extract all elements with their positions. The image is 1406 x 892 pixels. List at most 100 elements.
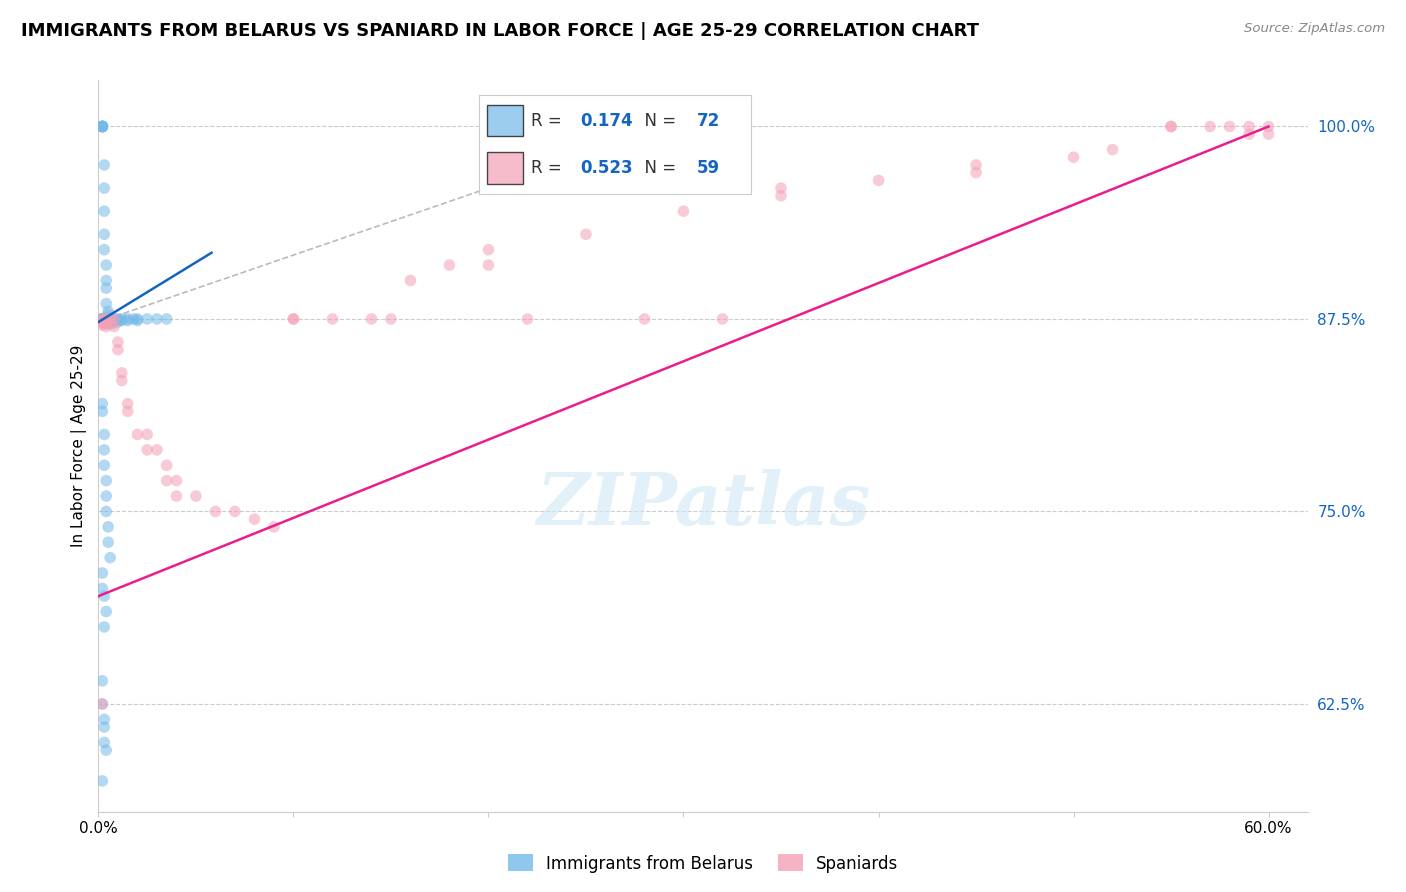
Point xyxy=(96,258,118,272)
Point xyxy=(111,313,134,327)
Point xyxy=(91,312,114,326)
Point xyxy=(146,312,169,326)
Point xyxy=(96,312,118,326)
Text: ZIPatlas: ZIPatlas xyxy=(536,469,870,540)
Point xyxy=(263,520,285,534)
Point xyxy=(91,120,114,134)
Point xyxy=(103,313,125,327)
Point xyxy=(96,296,118,310)
Point xyxy=(117,312,139,326)
Point xyxy=(103,312,125,326)
Point xyxy=(97,313,120,327)
Point xyxy=(477,258,499,272)
Point xyxy=(117,313,139,327)
Point xyxy=(117,404,139,418)
Point xyxy=(965,158,987,172)
Point xyxy=(91,312,114,326)
Point xyxy=(91,697,114,711)
Point xyxy=(96,743,118,757)
Point xyxy=(156,474,179,488)
Point xyxy=(93,243,115,257)
Point xyxy=(96,281,118,295)
Point xyxy=(93,620,115,634)
Point xyxy=(1257,127,1279,141)
Point xyxy=(96,474,118,488)
Point xyxy=(575,227,598,242)
Point xyxy=(103,312,125,326)
Point xyxy=(96,489,118,503)
Point xyxy=(165,489,187,503)
Point xyxy=(91,120,114,134)
Point xyxy=(127,313,149,327)
Point xyxy=(96,605,118,619)
Point xyxy=(98,312,121,326)
Point xyxy=(1063,150,1085,164)
Point xyxy=(93,720,115,734)
Point xyxy=(91,120,114,134)
Point xyxy=(91,773,114,788)
Point xyxy=(97,535,120,549)
Point xyxy=(136,442,159,457)
Point xyxy=(96,319,118,334)
Point xyxy=(93,227,115,242)
Point xyxy=(98,550,121,565)
Point xyxy=(672,204,695,219)
Point xyxy=(283,312,305,326)
Text: Source: ZipAtlas.com: Source: ZipAtlas.com xyxy=(1244,22,1385,36)
Point xyxy=(91,317,114,331)
Point xyxy=(516,312,538,326)
Point xyxy=(93,735,115,749)
Point xyxy=(111,312,134,326)
Point xyxy=(184,489,207,503)
Point xyxy=(243,512,266,526)
Point xyxy=(283,312,305,326)
Point xyxy=(91,120,114,134)
Point xyxy=(1237,120,1260,134)
Point xyxy=(111,374,134,388)
Point xyxy=(91,120,114,134)
Point xyxy=(107,312,129,326)
Point xyxy=(321,312,343,326)
Point xyxy=(477,243,499,257)
Point xyxy=(224,504,246,518)
Point xyxy=(1237,127,1260,141)
Point xyxy=(107,334,129,349)
Point xyxy=(96,504,118,518)
Point xyxy=(380,312,402,326)
Point xyxy=(91,312,114,326)
Point xyxy=(1101,143,1123,157)
Point xyxy=(91,697,114,711)
Point xyxy=(399,273,422,287)
Point xyxy=(156,312,179,326)
Point xyxy=(97,307,120,321)
Point xyxy=(1160,120,1182,134)
Point xyxy=(91,397,114,411)
Point xyxy=(91,315,114,329)
Point xyxy=(93,427,115,442)
Point xyxy=(136,427,159,442)
Point xyxy=(711,312,734,326)
Legend: Immigrants from Belarus, Spaniards: Immigrants from Belarus, Spaniards xyxy=(501,847,905,880)
Point xyxy=(93,458,115,473)
Point xyxy=(91,120,114,134)
Point xyxy=(127,427,149,442)
Point xyxy=(1160,120,1182,134)
Point xyxy=(107,313,129,327)
Point xyxy=(127,312,149,326)
Point xyxy=(165,474,187,488)
Point xyxy=(93,712,115,726)
Point xyxy=(103,319,125,334)
Point xyxy=(98,312,121,326)
Point xyxy=(91,120,114,134)
Point xyxy=(91,582,114,596)
Point xyxy=(101,313,124,327)
Point xyxy=(97,520,120,534)
Point xyxy=(136,312,159,326)
Point xyxy=(439,258,461,272)
Point xyxy=(122,312,145,326)
Point xyxy=(96,273,118,287)
Point xyxy=(107,315,129,329)
Point xyxy=(93,589,115,603)
Text: IMMIGRANTS FROM BELARUS VS SPANIARD IN LABOR FORCE | AGE 25-29 CORRELATION CHART: IMMIGRANTS FROM BELARUS VS SPANIARD IN L… xyxy=(21,22,979,40)
Point xyxy=(97,310,120,325)
